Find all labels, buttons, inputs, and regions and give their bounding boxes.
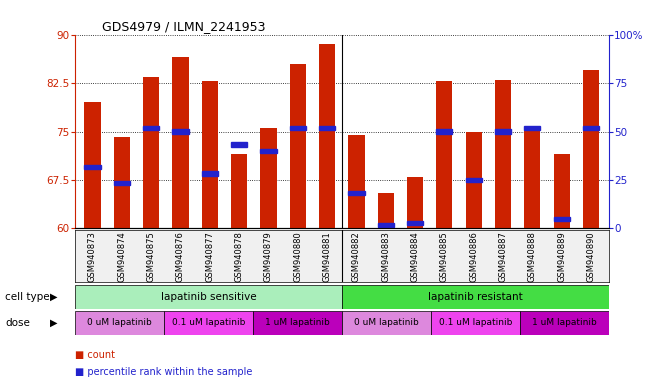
Bar — [378, 223, 394, 227]
Bar — [431, 311, 519, 335]
Bar — [583, 70, 599, 228]
Text: GSM940883: GSM940883 — [381, 232, 390, 282]
Bar — [407, 221, 423, 225]
Bar — [342, 285, 609, 309]
Text: GSM940886: GSM940886 — [469, 232, 478, 282]
Text: GDS4979 / ILMN_2241953: GDS4979 / ILMN_2241953 — [102, 20, 265, 33]
Bar — [554, 154, 570, 228]
Bar — [231, 142, 247, 147]
Bar — [436, 81, 452, 228]
Bar — [524, 128, 540, 228]
Bar — [465, 132, 482, 228]
Bar — [583, 126, 599, 131]
Text: cell type: cell type — [5, 292, 50, 302]
Text: 1 uM lapatinib: 1 uM lapatinib — [532, 318, 596, 328]
Text: ■ percentile rank within the sample: ■ percentile rank within the sample — [75, 367, 252, 377]
Text: 0 uM lapatinib: 0 uM lapatinib — [87, 318, 152, 328]
Bar — [260, 149, 277, 153]
Bar — [173, 57, 189, 228]
Text: GSM940882: GSM940882 — [352, 232, 361, 282]
Text: GSM940878: GSM940878 — [234, 232, 243, 282]
Bar — [348, 191, 365, 195]
Bar — [202, 81, 218, 228]
Text: GSM940889: GSM940889 — [557, 232, 566, 282]
Bar — [465, 178, 482, 182]
Text: GSM940880: GSM940880 — [294, 232, 302, 282]
Bar — [143, 76, 159, 228]
Bar — [524, 126, 540, 131]
Bar — [290, 126, 306, 131]
Bar — [554, 217, 570, 221]
Bar — [378, 193, 394, 228]
Bar — [85, 103, 100, 228]
Text: GSM940877: GSM940877 — [205, 232, 214, 282]
Bar — [253, 311, 342, 335]
Text: 0.1 uM lapatinib: 0.1 uM lapatinib — [172, 318, 245, 328]
Bar — [436, 129, 452, 134]
Bar — [342, 311, 431, 335]
Text: ▶: ▶ — [49, 292, 57, 302]
Text: lapatinib resistant: lapatinib resistant — [428, 292, 523, 302]
Bar — [495, 80, 511, 228]
Text: GSM940873: GSM940873 — [88, 232, 97, 282]
Text: 1 uM lapatinib: 1 uM lapatinib — [265, 318, 329, 328]
Text: dose: dose — [5, 318, 30, 328]
Text: GSM940890: GSM940890 — [587, 232, 596, 282]
Bar — [319, 126, 335, 131]
Bar — [290, 64, 306, 228]
Bar — [75, 285, 342, 309]
Text: GSM940885: GSM940885 — [440, 232, 449, 282]
Bar — [173, 129, 189, 134]
Text: ▶: ▶ — [49, 318, 57, 328]
Bar — [114, 137, 130, 228]
Text: GSM940884: GSM940884 — [411, 232, 420, 282]
Bar — [519, 311, 609, 335]
Bar — [407, 177, 423, 228]
Text: GSM940874: GSM940874 — [117, 232, 126, 282]
Text: GSM940887: GSM940887 — [499, 232, 508, 282]
Text: GSM940888: GSM940888 — [528, 232, 537, 282]
Bar — [202, 171, 218, 175]
Text: ■ count: ■ count — [75, 350, 115, 360]
Bar — [85, 165, 100, 169]
Text: 0.1 uM lapatinib: 0.1 uM lapatinib — [439, 318, 512, 328]
Text: GSM940875: GSM940875 — [146, 232, 156, 282]
Bar — [143, 126, 159, 131]
Bar — [231, 154, 247, 228]
Bar — [260, 128, 277, 228]
Text: GSM940879: GSM940879 — [264, 232, 273, 282]
Bar — [114, 181, 130, 185]
Bar — [75, 311, 164, 335]
Bar — [164, 311, 253, 335]
Text: GSM940876: GSM940876 — [176, 232, 185, 282]
Text: GSM940881: GSM940881 — [323, 232, 331, 282]
Text: lapatinib sensitive: lapatinib sensitive — [161, 292, 256, 302]
Bar — [348, 135, 365, 228]
Text: 0 uM lapatinib: 0 uM lapatinib — [354, 318, 419, 328]
Bar — [495, 129, 511, 134]
Bar — [319, 44, 335, 228]
